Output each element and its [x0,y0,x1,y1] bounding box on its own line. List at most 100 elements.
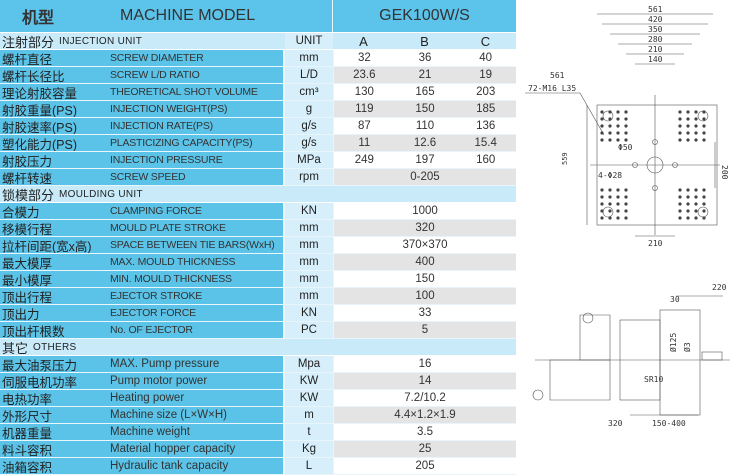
variant-header: C [480,33,491,49]
row-label-cn: 拉杆间距(宽x高) [2,239,92,254]
row-value: 3.5 [417,426,433,438]
row-label-cn: 最大油泵压力 [2,358,78,373]
spec-row: 理论射胶容量 THEORETICAL SHOT VOLUME cm³ 130 165 20… [0,84,516,101]
bolt-hole [686,124,690,128]
row-label: 射胶速率(PS) INJECTION RATE(PS) [0,118,285,134]
bolt-hole [600,202,604,206]
model-header: 机型 MACHINE MODEL GEK100W/S [0,0,516,33]
row-label-en: MIN. MOULD THICKNESS [110,273,232,285]
row-value: 370×370 [402,239,448,251]
bolt-hole [624,138,628,142]
row-value: 33 [418,307,432,319]
row-label: 油箱容积 Hydraulic tank capacity [0,458,285,474]
spec-row: 顶出杆根数 No. OF EJECTOR PC 5 [0,322,516,339]
row-label-cn: 射胶重量(PS) [2,103,78,118]
bolt-hole [678,117,682,121]
bolt-hole [694,138,698,142]
row-values: 32 36 40 [333,50,516,66]
row-values: 4.4×1.2×1.9 [333,407,516,423]
row-value: 15.4 [474,137,497,149]
hole-note: 72-M16 L35 [528,84,576,93]
dim-30: 30 [670,295,680,304]
bolt-hole [616,110,620,114]
row-values: 23.6 21 19 [333,67,516,83]
row-value: 203 [476,86,496,98]
spec-row: 最大模厚 MAX. MOULD THICKNESS mm 400 [0,254,516,271]
row-values: 16 [333,356,516,372]
dim-stroke: 150-400 [652,419,686,428]
row-values: 11 12.6 15.4 [333,135,516,151]
row-values: 100 [333,288,516,304]
bolt-hole [608,209,612,213]
bolt-hole [600,117,604,121]
bolt-hole [616,117,620,121]
row-unit: Kg [285,441,333,457]
row-values: 25 [333,441,516,457]
row-values: 119 150 185 [333,101,516,117]
model-label-cn: 机型 [22,10,55,27]
bolt-hole [624,124,628,128]
bolt-hole [616,124,620,128]
row-value: 32 [357,52,371,64]
center-hole-dim: Φ50 [618,143,633,152]
row-label-cn: 顶出行程 [2,290,53,305]
bolt-hole [686,138,690,142]
bolt-hole [694,131,698,135]
bolt-hole [686,131,690,135]
bolt-hole [694,110,698,114]
bolt-hole [624,131,628,135]
row-label-cn: 最小模厚 [2,273,53,288]
row-label-cn: 螺杆转速 [2,171,53,186]
bolt-hole [686,195,690,199]
row-unit: KW [285,373,333,389]
row-label-en: EJECTOR FORCE [110,307,196,319]
row-label-cn: 顶出力 [2,307,40,322]
row-label-cn: 伺服电机功率 [2,375,78,390]
spec-row: 塑化能力(PS) PLASTICIZING CAPACITY(PS) g/s 11 12… [0,135,516,152]
row-label-cn: 最大模厚 [2,256,53,271]
row-label-cn: 合模力 [2,205,40,220]
dim-top-420: 420 [648,15,663,24]
row-unit: g/s [285,118,333,134]
dim-220: 220 [712,283,727,292]
section-title-cn: 其它 [2,340,29,356]
bolt-hole [608,216,612,220]
row-label: 移模行程 MOULD PLATE STROKE [0,220,285,236]
bolt-hole [608,188,612,192]
row-unit: g [285,101,333,117]
row-unit: Mpa [285,356,333,372]
row-unit: mm [285,254,333,270]
bolt-hole [678,216,682,220]
bolt-hole [702,202,706,206]
row-value: 1000 [412,205,438,217]
row-value: 14 [418,375,432,387]
row-value: 4.4×1.2×1.9 [394,409,456,421]
row-value: 11 [358,137,371,149]
spec-row: 移模行程 MOULD PLATE STROKE mm 320 [0,220,516,237]
row-label-cn: 螺杆长径比 [2,69,65,84]
bolt-hole [616,188,620,192]
row-label: 塑化能力(PS) PLASTICIZING CAPACITY(PS) [0,135,285,151]
spec-row: 料斗容积 Material hopper capacity Kg 25 [0,441,516,458]
bolt-hole [694,117,698,121]
dim-left-559: 559 [561,152,569,165]
bolt-hole [608,138,612,142]
dim-top-561: 561 [648,5,663,14]
bolt-hole [608,202,612,206]
bolt-hole [678,110,682,114]
row-value: 23.6 [353,69,376,81]
bolt-hole [686,117,690,121]
row-label: 外形尺寸 Machine size (L×W×H) [0,407,285,423]
spec-row: 最小模厚 MIN. MOULD THICKNESS mm 150 [0,271,516,288]
bolt-hole [624,188,628,192]
bolt-hole [616,202,620,206]
row-label-en: INJECTION PRESSURE [110,154,223,166]
row-values: 7.2/10.2 [333,390,516,406]
section-header: 锁模部分 MOULDING UNIT [0,186,516,203]
row-label-cn: 移模行程 [2,222,53,237]
row-unit: KN [285,203,333,219]
row-label-en: Material hopper capacity [110,443,236,455]
row-value: 7.2/10.2 [404,392,446,404]
row-label: 螺杆转速 SCREW SPEED [0,169,285,185]
row-label-en: SCREW SPEED [110,171,186,183]
